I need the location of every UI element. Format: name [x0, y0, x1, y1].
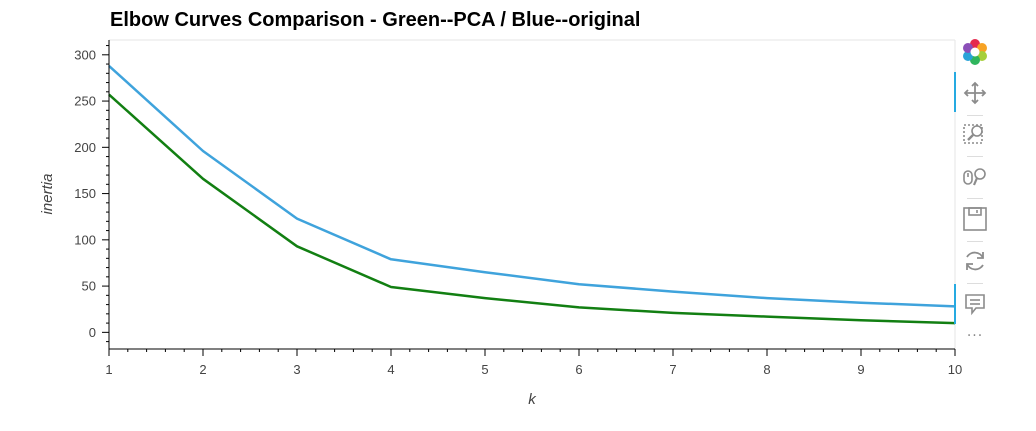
y-tick-label: 200: [74, 140, 96, 155]
y-axis-label: inertia: [39, 174, 56, 215]
x-tick-label: 4: [387, 362, 394, 377]
wheel-zoom-icon[interactable]: [959, 161, 991, 193]
x-tick-label: 10: [948, 362, 962, 377]
y-tick-label: 250: [74, 94, 96, 109]
y-axis: 0 50 100 150 200 250 300: [74, 40, 110, 349]
x-axis-label: k: [528, 391, 537, 408]
box-zoom-icon[interactable]: [959, 118, 991, 150]
x-tick-label: 1: [105, 362, 112, 377]
series-layer: [108, 64, 956, 325]
chart-toolbar: ...: [954, 36, 998, 348]
x-tick-label: 5: [481, 362, 488, 377]
x-axis: 1 2 3 4 5 6 7 8 9 10: [105, 348, 962, 377]
more-icon[interactable]: ...: [966, 324, 984, 340]
save-icon[interactable]: [959, 203, 991, 235]
y-tick-label: 100: [74, 232, 96, 247]
toolbar-separator: [967, 241, 983, 242]
series-line-0: [108, 64, 956, 308]
hover-active-indicator: [954, 284, 956, 324]
bokeh-logo-icon[interactable]: [959, 36, 991, 68]
hover-icon[interactable]: [959, 288, 991, 320]
x-tick-label: 3: [293, 362, 300, 377]
reset-icon[interactable]: [959, 245, 991, 277]
toolbar-separator: [967, 115, 983, 116]
toolbar-separator: [967, 283, 983, 284]
y-tick-label: 150: [74, 186, 96, 201]
pan-icon[interactable]: [959, 77, 991, 109]
x-tick-label: 2: [199, 362, 206, 377]
chart-title: Elbow Curves Comparison - Green--PCA / B…: [110, 9, 640, 31]
y-tick-label: 50: [82, 279, 96, 294]
y-tick-label: 300: [74, 47, 96, 62]
x-tick-label: 8: [763, 362, 770, 377]
toolbar-separator: [967, 156, 983, 157]
x-tick-label: 7: [669, 362, 676, 377]
x-tick-label: 9: [857, 362, 864, 377]
x-tick-label: 6: [575, 362, 582, 377]
series-line-1: [108, 93, 956, 325]
pan-active-indicator: [954, 72, 956, 112]
toolbar-separator: [967, 198, 983, 199]
y-tick-label: 0: [89, 325, 96, 340]
